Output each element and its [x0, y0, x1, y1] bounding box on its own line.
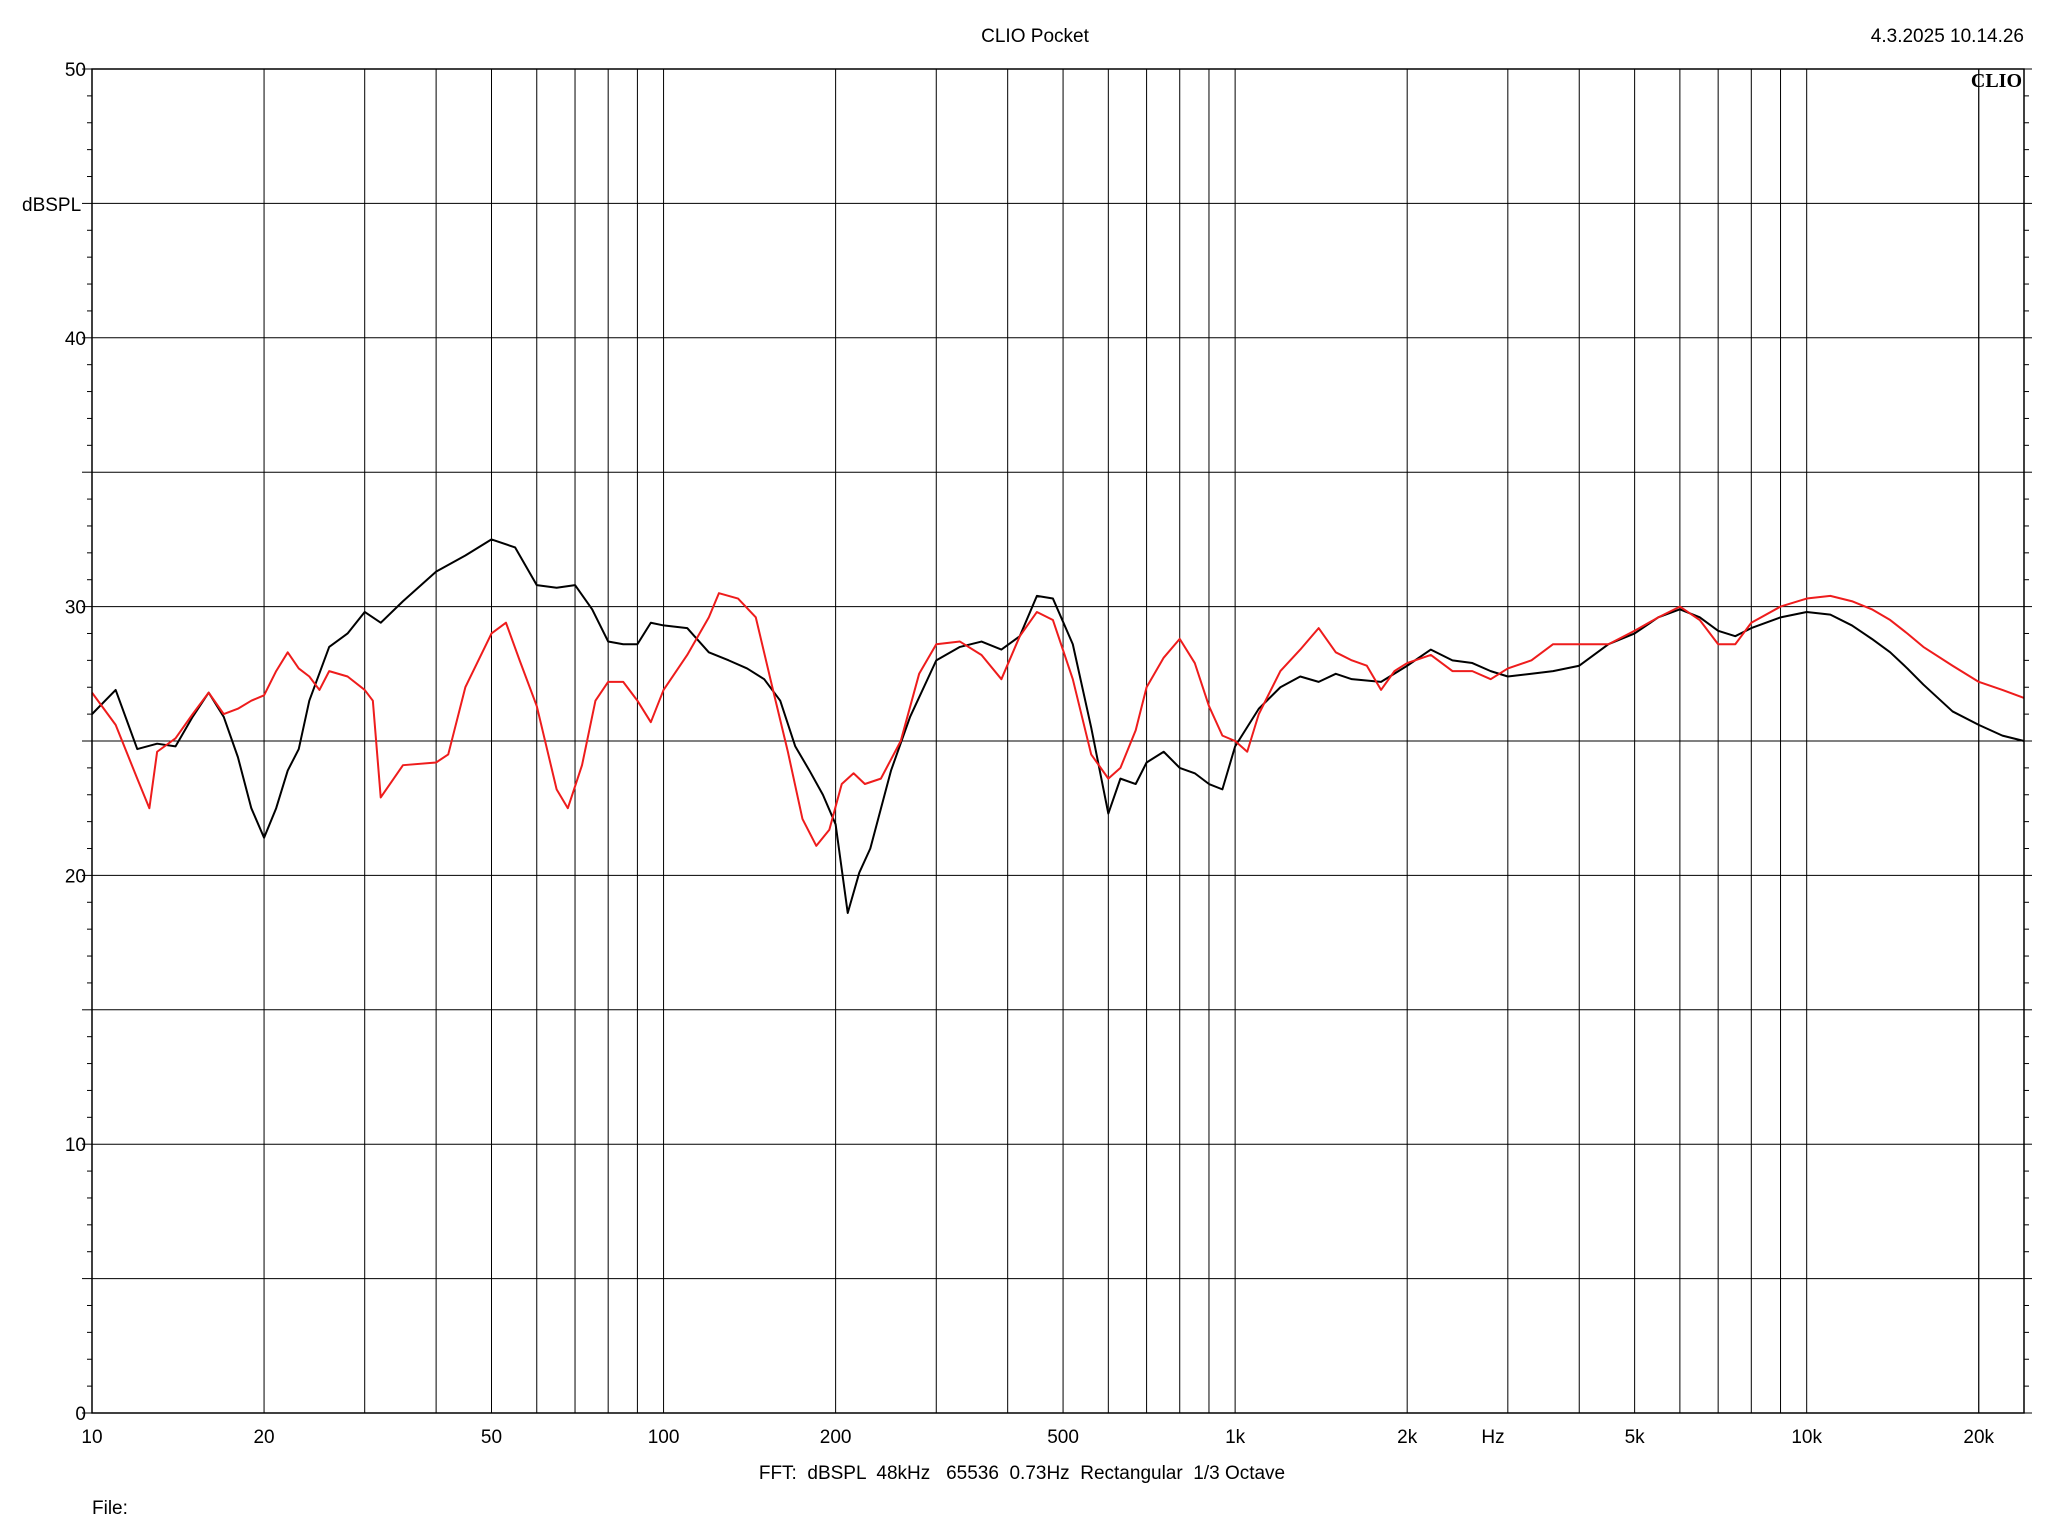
- file-label: File:: [92, 1498, 128, 1519]
- series-layer: [91, 538, 2025, 915]
- x-tick-label: 2k: [1397, 1427, 1418, 1448]
- x-tick-label: 50: [481, 1427, 502, 1448]
- series-line-2: [91, 592, 2025, 847]
- series-line-1: [91, 538, 2025, 915]
- clio-logo: CLIO: [1971, 70, 2022, 92]
- x-tick-label: 20: [253, 1427, 274, 1448]
- x-axis-unit-label: Hz: [1481, 1427, 1504, 1448]
- x-tick-label: 1k: [1225, 1427, 1246, 1448]
- timestamp: 4.3.2025 10.14.26: [1871, 26, 2024, 47]
- y-tick-label: 40: [65, 329, 86, 350]
- measurement-settings: FFT: dBSPL 48kHz 65536 0.73Hz Rectangula…: [759, 1463, 1285, 1484]
- x-tick-label: 10k: [1791, 1427, 1822, 1448]
- x-tick-label: 200: [820, 1427, 852, 1448]
- y-axis-label: dBSPL: [22, 195, 81, 216]
- y-tick-labels: 0 10 20 30 40 50: [65, 60, 86, 1425]
- plot-grid: [82, 68, 2032, 1414]
- y-tick-label: 20: [65, 866, 86, 887]
- y-tick-label: 10: [65, 1135, 86, 1156]
- plot-frame: [91, 68, 2025, 1414]
- x-tick-labels: 10 20 50 100 200 500 1k 2k 5k 10k 20k: [81, 1427, 1994, 1448]
- x-tick-label: 20k: [1963, 1427, 1994, 1448]
- y-tick-label: 0: [75, 1404, 86, 1425]
- x-tick-label: 500: [1047, 1427, 1079, 1448]
- x-tick-label: 10: [81, 1427, 102, 1448]
- x-tick-label: 5k: [1625, 1427, 1646, 1448]
- chart-title: CLIO Pocket: [981, 26, 1089, 47]
- y-tick-label: 30: [65, 598, 86, 619]
- x-tick-label: 100: [648, 1427, 680, 1448]
- y-tick-label: 50: [65, 60, 86, 81]
